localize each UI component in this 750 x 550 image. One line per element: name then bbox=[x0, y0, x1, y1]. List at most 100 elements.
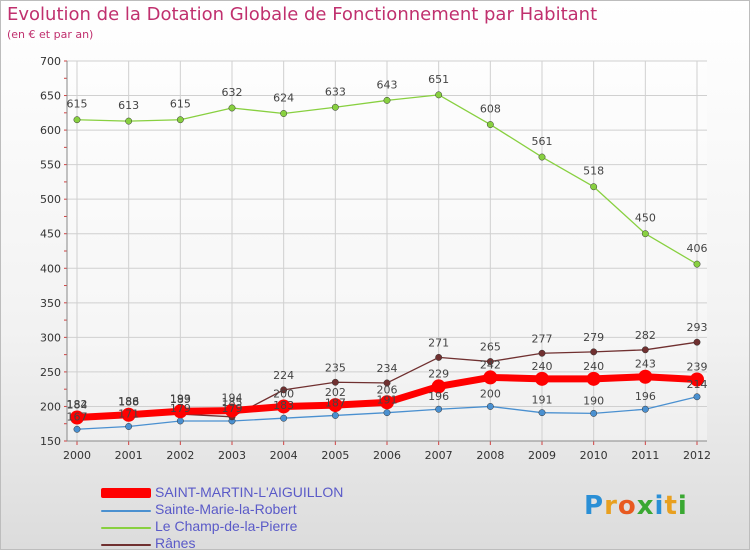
data-label: 186 bbox=[118, 395, 139, 408]
data-label: 193 bbox=[170, 392, 191, 405]
data-point bbox=[641, 346, 649, 354]
data-point bbox=[431, 379, 446, 394]
x-tick-label: 2005 bbox=[321, 449, 349, 462]
data-label: 235 bbox=[325, 361, 346, 374]
data-point bbox=[331, 103, 339, 111]
y-tick-label: 350 bbox=[40, 297, 61, 310]
data-label: 615 bbox=[67, 98, 88, 111]
data-point bbox=[435, 405, 443, 413]
x-tick-label: 2002 bbox=[166, 449, 194, 462]
data-point bbox=[638, 369, 653, 384]
y-tick-label: 700 bbox=[40, 55, 61, 68]
data-point bbox=[73, 116, 81, 124]
data-point bbox=[590, 183, 598, 191]
data-label: 240 bbox=[532, 360, 553, 373]
data-point bbox=[328, 398, 343, 413]
logo-letter: t bbox=[664, 491, 678, 521]
data-label: 191 bbox=[532, 394, 553, 407]
y-tick-label: 200 bbox=[40, 400, 61, 413]
data-point bbox=[486, 121, 494, 129]
legend-swatch bbox=[101, 510, 151, 512]
data-label: 239 bbox=[687, 361, 708, 374]
y-tick-label: 400 bbox=[40, 262, 61, 275]
data-label: 184 bbox=[67, 399, 88, 412]
x-tick-label: 2006 bbox=[373, 449, 401, 462]
data-point bbox=[586, 371, 601, 386]
data-label: 615 bbox=[170, 98, 191, 111]
data-label: 279 bbox=[583, 331, 604, 344]
data-label: 189 bbox=[170, 393, 191, 406]
data-point bbox=[228, 104, 236, 112]
data-label: 196 bbox=[428, 390, 449, 403]
chart-title: Evolution de la Dotation Globale de Fonc… bbox=[7, 4, 598, 25]
data-label: 202 bbox=[325, 386, 346, 399]
data-point bbox=[690, 372, 704, 387]
data-point bbox=[331, 411, 339, 419]
data-label: 608 bbox=[480, 103, 501, 116]
data-point bbox=[383, 409, 391, 417]
y-tick-label: 300 bbox=[40, 331, 61, 344]
data-label: 188 bbox=[118, 396, 139, 409]
y-tick-label: 150 bbox=[40, 435, 61, 448]
data-point bbox=[435, 353, 443, 361]
data-label: 194 bbox=[222, 392, 243, 405]
data-point bbox=[590, 348, 598, 356]
y-tick-label: 450 bbox=[40, 228, 61, 241]
data-label: 240 bbox=[583, 360, 604, 373]
data-point bbox=[538, 153, 546, 161]
data-point bbox=[383, 96, 391, 104]
data-label: 643 bbox=[377, 78, 398, 91]
legend-swatch bbox=[101, 527, 151, 529]
legend-label: SAINT-MARTIN-L'AIGUILLON bbox=[155, 484, 344, 500]
data-point bbox=[693, 338, 701, 346]
y-tick-label: 600 bbox=[40, 124, 61, 137]
data-point bbox=[121, 407, 136, 422]
data-label: 271 bbox=[428, 336, 449, 349]
data-label: 651 bbox=[428, 73, 449, 86]
logo-letter: i bbox=[677, 491, 688, 521]
data-point bbox=[535, 371, 549, 386]
data-label: 282 bbox=[635, 329, 656, 342]
data-point bbox=[280, 110, 288, 117]
data-label: 406 bbox=[687, 242, 708, 255]
x-tick-label: 2004 bbox=[270, 449, 298, 462]
data-label: 182 bbox=[67, 398, 88, 411]
proxiti-logo: Proxiti bbox=[584, 491, 688, 521]
data-label: 187 bbox=[325, 396, 346, 409]
logo-letter: r bbox=[604, 491, 618, 521]
data-label: 196 bbox=[635, 390, 656, 403]
data-label: 183 bbox=[273, 399, 294, 412]
y-tick-label: 650 bbox=[40, 90, 61, 103]
data-point bbox=[641, 230, 649, 238]
data-label: 229 bbox=[428, 367, 449, 380]
data-label: 293 bbox=[687, 321, 708, 334]
data-label: 167 bbox=[67, 410, 88, 423]
data-label: 243 bbox=[635, 358, 656, 371]
data-point bbox=[483, 370, 498, 385]
data-label: 613 bbox=[118, 99, 139, 112]
y-tick-label: 500 bbox=[40, 193, 61, 206]
data-label: 277 bbox=[532, 332, 553, 345]
data-point bbox=[693, 393, 701, 401]
data-label: 191 bbox=[377, 394, 398, 407]
y-tick-label: 550 bbox=[40, 159, 61, 172]
data-point bbox=[276, 399, 291, 414]
legend-label: Sainte-Marie-la-Robert bbox=[155, 501, 297, 517]
data-label: 190 bbox=[583, 394, 604, 407]
x-tick-label: 2012 bbox=[683, 449, 711, 462]
data-point bbox=[125, 117, 133, 125]
data-label: 179 bbox=[222, 402, 243, 415]
data-label: 185 bbox=[222, 396, 243, 409]
x-tick-label: 2001 bbox=[115, 449, 143, 462]
data-label: 518 bbox=[583, 165, 604, 178]
data-label: 224 bbox=[273, 369, 294, 382]
data-label: 450 bbox=[635, 212, 656, 225]
x-tick-label: 2008 bbox=[476, 449, 504, 462]
x-tick-label: 2007 bbox=[425, 449, 453, 462]
data-label: 214 bbox=[687, 378, 708, 391]
data-point bbox=[538, 409, 546, 417]
data-point bbox=[125, 423, 133, 430]
data-point bbox=[590, 409, 598, 417]
x-tick-label: 2009 bbox=[528, 449, 556, 462]
